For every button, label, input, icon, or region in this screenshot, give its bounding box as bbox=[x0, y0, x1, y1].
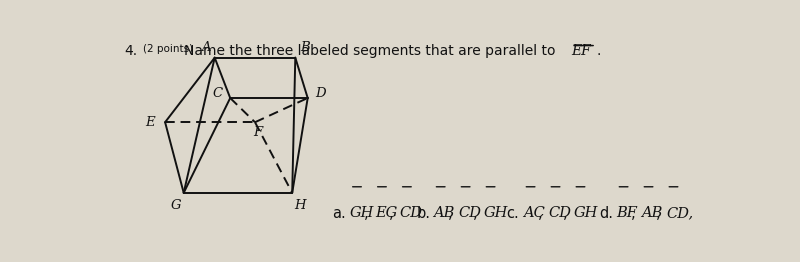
Text: GH: GH bbox=[483, 206, 508, 220]
Text: H: H bbox=[294, 199, 306, 212]
Text: G: G bbox=[171, 199, 182, 212]
Text: AB: AB bbox=[434, 206, 455, 220]
Text: EF: EF bbox=[571, 43, 591, 58]
Text: CD: CD bbox=[458, 206, 482, 220]
Text: BF: BF bbox=[617, 206, 638, 220]
Text: ,: , bbox=[473, 205, 482, 221]
Text: CD,: CD, bbox=[666, 206, 694, 220]
Text: b.: b. bbox=[416, 205, 430, 221]
Text: ,: , bbox=[656, 205, 665, 221]
Text: CD: CD bbox=[400, 206, 422, 220]
Text: ,: , bbox=[364, 205, 374, 221]
Text: E: E bbox=[145, 116, 154, 129]
Text: Name the three labeled segments that are parallel to: Name the three labeled segments that are… bbox=[184, 43, 555, 58]
Text: A: A bbox=[201, 41, 210, 54]
Text: GH: GH bbox=[574, 206, 598, 220]
Text: a.: a. bbox=[333, 205, 346, 221]
Text: ,: , bbox=[630, 205, 640, 221]
Text: B: B bbox=[300, 41, 310, 54]
Text: AC: AC bbox=[523, 206, 546, 220]
Text: EG: EG bbox=[375, 206, 397, 220]
Text: GH: GH bbox=[350, 206, 374, 220]
Text: AB: AB bbox=[642, 206, 662, 220]
Text: d.: d. bbox=[599, 205, 613, 221]
Text: 4.: 4. bbox=[125, 43, 138, 58]
Text: F: F bbox=[254, 126, 262, 139]
Text: CD: CD bbox=[549, 206, 571, 220]
Text: (2 points): (2 points) bbox=[143, 43, 194, 53]
Text: D: D bbox=[314, 88, 326, 101]
Text: C: C bbox=[213, 88, 223, 101]
Text: .: . bbox=[596, 43, 600, 58]
Text: c.: c. bbox=[506, 205, 519, 221]
Text: ,: , bbox=[538, 205, 547, 221]
Text: ,: , bbox=[448, 205, 457, 221]
Text: ,: , bbox=[389, 205, 398, 221]
Text: ,: , bbox=[562, 205, 572, 221]
